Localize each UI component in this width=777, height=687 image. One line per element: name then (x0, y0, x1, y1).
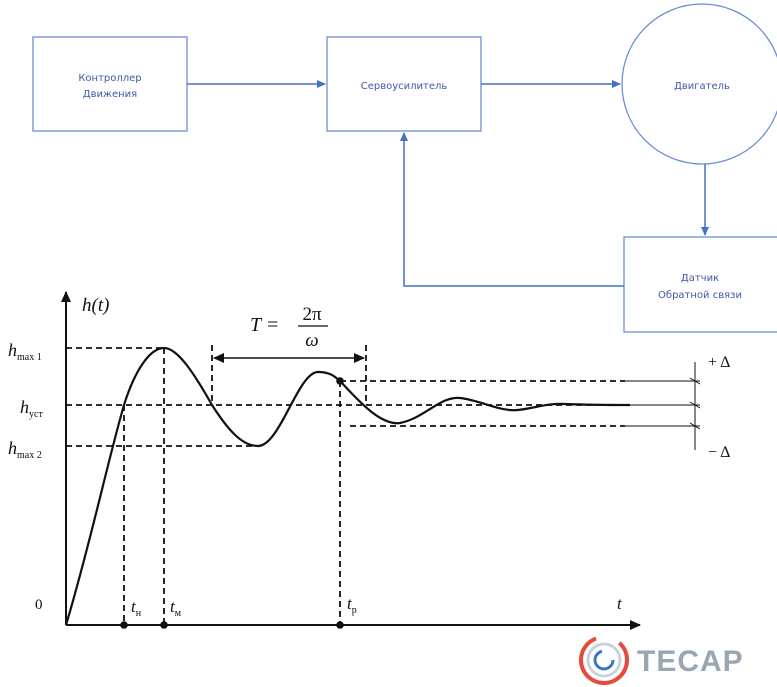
plus-delta-label: + Δ (708, 354, 730, 371)
sensor-label-line2: Обратной связи (658, 290, 742, 301)
motor-label: Двигатель (674, 81, 730, 92)
minus-delta-label: − Δ (708, 444, 730, 461)
sensor-box (623, 236, 777, 333)
origin-label: 0 (35, 597, 43, 613)
t-r-label: tр (347, 594, 357, 616)
band-ticks (689, 377, 701, 430)
tecar-logo: TECAP (579, 635, 744, 685)
x-axis-label: t (617, 594, 623, 613)
h-max2-label: hmax 2 (8, 438, 42, 461)
block-diagram: Контроллер Движения Сервоусилитель Двига… (32, 3, 777, 333)
t-m-marker (160, 621, 168, 629)
logo-ring-outer (579, 635, 629, 685)
settle-point-marker (336, 377, 344, 385)
t-n-label: tн (131, 597, 142, 619)
response-curve (64, 346, 631, 626)
period-denominator: ω (305, 330, 318, 351)
motor-circle (621, 3, 777, 165)
h-ust-label: hуст (20, 397, 43, 420)
amplifier-box (326, 36, 482, 132)
period-lhs: T = (250, 314, 279, 336)
t-n-marker (120, 621, 128, 629)
controller-label-line1: Контроллер (78, 73, 141, 84)
logo-ring-inner (593, 649, 615, 671)
amplifier-label: Сервоусилитель (361, 81, 448, 92)
t-m-label: tм (170, 597, 182, 619)
transient-graph: h(t) t 0 hmax 1 hуст hmax 2 tн tм tр T =… (8, 291, 730, 630)
y-axis-label: h(t) (82, 295, 109, 316)
feedback-arrow (400, 132, 624, 287)
period-numerator: 2π (302, 304, 322, 325)
controller-box (32, 36, 188, 132)
logo-text: TECAP (637, 645, 744, 678)
t-r-marker (336, 621, 344, 629)
h-max1-label: hmax 1 (8, 340, 42, 363)
logo-ring-middle (586, 642, 622, 678)
controller-label-line2: Движения (83, 89, 137, 100)
sensor-label-line1: Датчик (681, 273, 719, 284)
